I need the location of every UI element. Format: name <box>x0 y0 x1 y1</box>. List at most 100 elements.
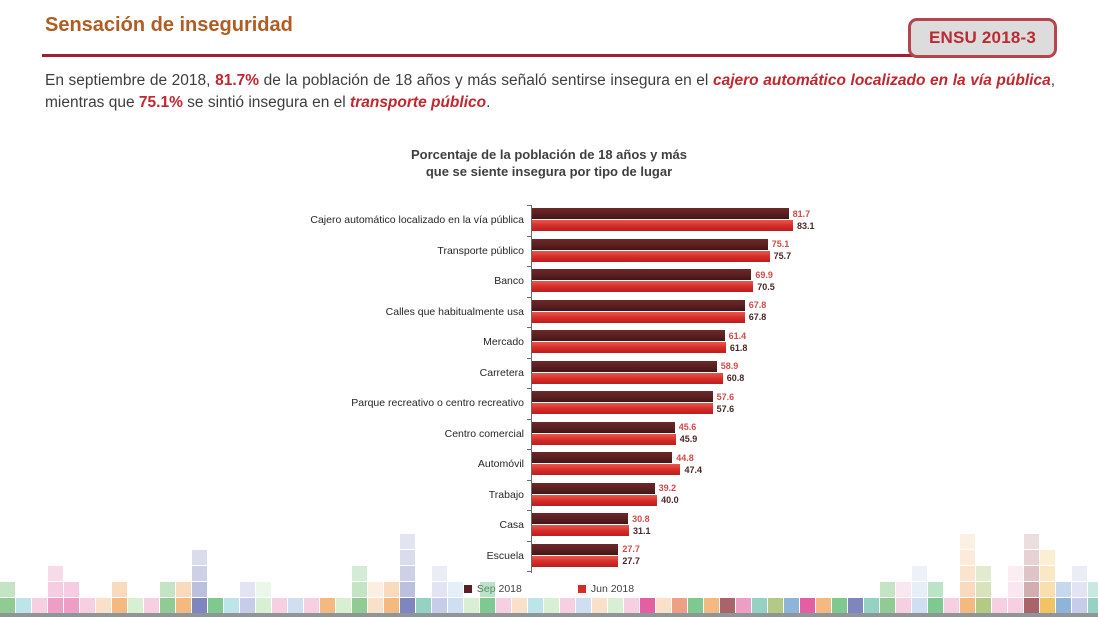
value-label-jun: 83.1 <box>797 220 815 231</box>
value-label-jun: 60.8 <box>726 373 745 383</box>
mosaic-square <box>368 598 383 613</box>
category-label: Cajero automático localizado en la vía p… <box>310 214 524 227</box>
mosaic-square <box>1072 566 1087 581</box>
bar-sep: 69.9 <box>531 269 773 280</box>
chart-row: Calles que habitualmente usa 67.8 67.8 <box>45 297 1055 328</box>
chart-row: Trabajo 39.2 40.0 <box>45 480 1055 511</box>
mosaic-square <box>224 598 239 613</box>
bar-sep: 61.4 <box>531 330 746 341</box>
chart-row: Parque recreativo o centro recreativo 57.… <box>45 388 1055 419</box>
mosaic-square <box>560 598 575 613</box>
legend-swatch-sep <box>463 585 472 593</box>
axis-tick <box>527 449 531 450</box>
intro-text: de la población de 18 años y más señaló … <box>259 72 713 89</box>
value-label-sep: 27.7 <box>622 544 640 554</box>
mosaic-square <box>944 598 959 613</box>
bar-pair: 75.1 75.7 <box>531 236 1055 267</box>
bar-jun: 61.8 <box>531 342 747 353</box>
bar-sep: 30.8 <box>531 513 650 524</box>
mosaic-square <box>816 598 831 613</box>
value-label-sep: 44.8 <box>676 452 694 463</box>
mosaic-square <box>96 598 111 613</box>
survey-badge: ENSU 2018-3 <box>908 18 1057 58</box>
value-label-sep: 30.8 <box>632 513 650 524</box>
mosaic-square <box>976 598 991 613</box>
legend-item-jun: Jun 2018 <box>577 583 634 595</box>
mosaic-square <box>240 598 255 613</box>
mosaic-square <box>784 598 799 613</box>
intro-place-transport: transporte público <box>350 94 487 111</box>
intro-pct-transport: 75.1% <box>138 94 183 111</box>
chart-axis <box>527 205 532 573</box>
axis-tick <box>527 235 531 237</box>
chart-row: Carretera 58.9 60.8 <box>45 358 1055 389</box>
mosaic-square <box>1040 598 1055 613</box>
category-label: Trabajo <box>488 488 524 501</box>
intro-text: En septiembre de 2018, <box>45 72 216 89</box>
value-label-sep: 75.1 <box>771 239 790 249</box>
mosaic-square <box>720 598 735 613</box>
mosaic-square <box>64 598 79 613</box>
mosaic-square <box>432 598 447 613</box>
mosaic-square <box>576 598 591 613</box>
bar-sep: 58.9 <box>531 360 738 372</box>
bar-pair: 61.4 61.8 <box>531 327 1055 358</box>
mosaic-square <box>464 598 479 613</box>
bar-jun: 27.7 <box>531 555 640 567</box>
mosaic-square <box>800 598 815 613</box>
axis-tick <box>527 327 531 328</box>
mosaic-square <box>112 598 127 613</box>
mosaic-square <box>336 598 351 613</box>
bar-pair: 69.9 70.5 <box>531 266 1055 297</box>
axis-tick <box>527 205 531 206</box>
bar-pair: 58.9 60.8 <box>531 358 1055 389</box>
category-label: Mercado <box>483 336 524 349</box>
value-label-jun: 75.7 <box>773 251 792 261</box>
mosaic-square <box>1072 598 1087 613</box>
chart-row: Banco 69.9 70.5 <box>45 266 1055 297</box>
mosaic-square <box>704 598 719 613</box>
mosaic-square <box>416 598 431 613</box>
mosaic-square <box>912 598 927 613</box>
bar-jun: 40.0 <box>531 494 679 506</box>
page-title: Sensación de inseguridad <box>45 14 293 36</box>
value-label-jun: 57.6 <box>716 403 735 414</box>
mosaic-square <box>48 598 63 613</box>
mosaic-square <box>160 598 175 613</box>
mosaic-square <box>272 598 287 613</box>
value-label-sep: 39.2 <box>658 483 677 493</box>
mosaic-square <box>592 598 607 613</box>
bar-sep: 27.7 <box>531 543 640 555</box>
mosaic-square <box>384 598 399 613</box>
value-label-jun: 61.8 <box>729 342 748 353</box>
axis-tick <box>527 540 531 542</box>
legend-swatch-jun <box>577 585 586 593</box>
bar-pair: 30.8 31.1 <box>531 510 1055 541</box>
mosaic-square <box>656 598 671 613</box>
mosaic-square <box>32 598 47 613</box>
mosaic-square <box>672 598 687 613</box>
chart-title-line-2: que se siente insegura por tipo de lugar <box>425 164 673 179</box>
intro-text: , mientras que <box>45 72 1055 111</box>
chart-row: Transporte público 75.1 75.7 <box>45 236 1055 267</box>
bar-chart: Cajero automático localizado en la vía p… <box>45 205 1055 573</box>
bar-sep: 67.8 <box>531 299 766 311</box>
mosaic-square <box>544 598 559 613</box>
mosaic-square <box>752 598 767 613</box>
value-label-sep: 61.4 <box>728 330 747 341</box>
mosaic-square <box>832 598 847 613</box>
mosaic-square <box>176 598 191 613</box>
mosaic-square <box>144 598 159 613</box>
axis-tick <box>527 479 531 481</box>
mosaic-square <box>448 598 463 613</box>
value-label-jun: 47.4 <box>684 464 702 475</box>
intro-text: . <box>486 94 491 111</box>
bar-jun: 47.4 <box>531 464 702 475</box>
mosaic-square <box>1008 598 1023 613</box>
value-label-jun: 31.1 <box>633 525 651 536</box>
mosaic-square <box>16 598 31 613</box>
category-label: Automóvil <box>477 458 524 471</box>
legend-item-sep: Sep 2018 <box>463 583 522 595</box>
mosaic-square <box>528 598 543 613</box>
